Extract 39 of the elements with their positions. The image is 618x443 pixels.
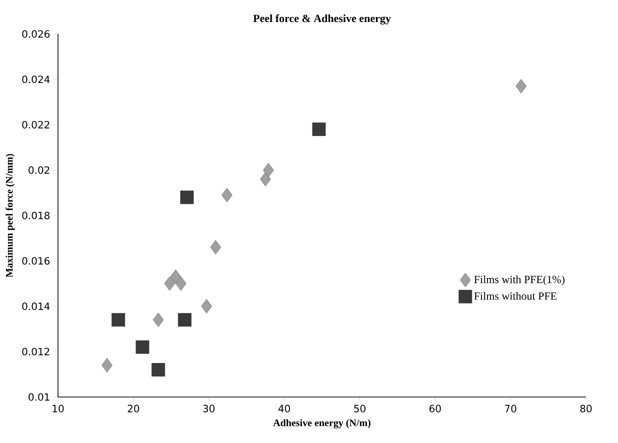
y-tick-label: 0.02 (28, 166, 50, 174)
x-tick-label: 50 (354, 404, 366, 412)
point (136, 340, 150, 354)
y-tick-label: 0.022 (22, 120, 50, 129)
x-tick-label: 40 (278, 404, 290, 412)
point (262, 162, 274, 178)
y-tick-label: 0.018 (22, 212, 50, 220)
point (222, 188, 232, 202)
point (176, 276, 186, 291)
point (164, 276, 176, 291)
x-tick-label: 70 (505, 404, 516, 412)
y-tick-label: 0.014 (22, 302, 50, 310)
point (260, 172, 271, 186)
y-tick-label: 0.012 (22, 348, 50, 356)
legend-label: Films with PFE(1%) (474, 275, 564, 286)
x-tick-label: 20 (128, 404, 140, 412)
point (201, 299, 212, 314)
x-tick-label: 10 (52, 404, 64, 412)
point (516, 78, 527, 94)
x-tick-label: 60 (429, 404, 441, 412)
y-tick-label: 0.01 (28, 393, 50, 401)
point (102, 358, 112, 372)
point (170, 270, 182, 284)
chart-title: Peel force & Adhesive energy (253, 14, 391, 24)
point (178, 313, 192, 327)
y-axis-title: Maximum peel force (N/mm) (6, 154, 15, 278)
point (112, 313, 126, 327)
y-tick-label: 0.024 (22, 76, 50, 84)
legend-label: Films without PFE (474, 292, 556, 300)
y-tick-label: 0.026 (22, 30, 50, 38)
y-tick-label: 0.016 (22, 257, 50, 265)
point (152, 363, 166, 376)
point (312, 122, 326, 136)
point (210, 240, 222, 254)
x-tick-label: 30 (203, 404, 215, 412)
point (180, 190, 194, 204)
x-axis-title: Adhesive energy (N/m) (273, 419, 370, 428)
point (152, 312, 164, 328)
x-tick-label: 80 (580, 404, 592, 412)
